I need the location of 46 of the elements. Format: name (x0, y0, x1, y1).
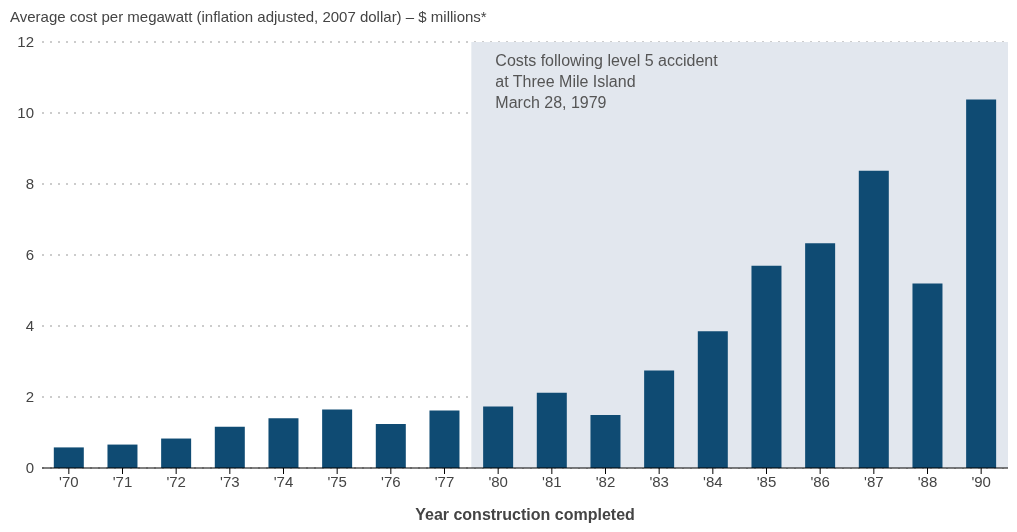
x-tick-label: '81 (542, 472, 562, 490)
bar (268, 418, 299, 468)
bar (751, 265, 782, 468)
bar (53, 447, 84, 468)
band-label: Costs following level 5 accident at Three Mile Island March 28, 1979 (495, 52, 719, 111)
x-tick-label: '84 (703, 472, 723, 490)
y-tick-label: 4 (25, 317, 34, 335)
x-tick-label: '88 (917, 472, 938, 490)
y-tick-label: 8 (25, 175, 34, 193)
y-tick-label: 0 (25, 459, 34, 477)
x-tick-label: '90 (971, 472, 991, 490)
bar (536, 392, 567, 468)
x-tick-label: '80 (488, 472, 508, 490)
bar (644, 370, 675, 468)
x-tick-label: '86 (810, 472, 830, 490)
bar (429, 410, 460, 468)
bar (858, 170, 889, 468)
y-tick-label: 10 (17, 104, 34, 122)
bar (483, 406, 514, 468)
bar (214, 426, 245, 468)
y-tick-label: 6 (25, 246, 34, 264)
bar (322, 409, 353, 468)
x-axis-title: Year construction completed (415, 506, 635, 523)
bar (375, 423, 406, 468)
x-tick-label: '77 (434, 472, 455, 490)
x-tick-label: '87 (864, 472, 884, 490)
x-tick-label: '70 (59, 472, 79, 490)
x-tick-label: '83 (649, 472, 669, 490)
x-tick-label: '76 (381, 472, 401, 490)
bar (912, 283, 943, 468)
x-tick-label: '72 (166, 472, 186, 490)
chart-title: Average cost per megawatt (inflation adjusted, 2007 dollar) – $ millions* (10, 8, 488, 27)
x-tick-label: '71 (112, 472, 133, 490)
bar (590, 415, 621, 468)
bar (966, 99, 997, 468)
x-tick-label: '74 (273, 472, 294, 490)
y-tick-label: 12 (17, 33, 34, 51)
y-tick-label: 2 (25, 388, 34, 406)
x-tick-label: '85 (756, 472, 777, 490)
x-tick-label: '75 (327, 472, 347, 490)
bar (805, 243, 836, 468)
x-tick-label: '82 (595, 472, 616, 490)
x-tick-label: '73 (220, 472, 240, 490)
bar (161, 438, 192, 468)
bar (697, 331, 728, 468)
bar (107, 444, 138, 468)
